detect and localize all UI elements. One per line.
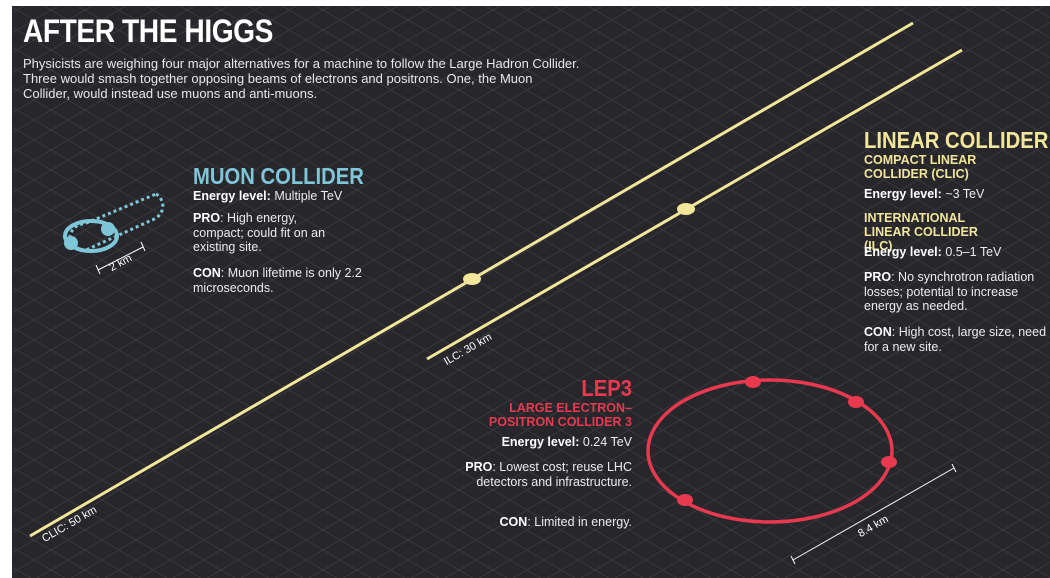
ilc-energy-label: Energy level:: [864, 245, 942, 259]
linear-con: CON: High cost, large size, need for a n…: [864, 325, 1048, 354]
muon-heading: MUON COLLIDER: [193, 163, 364, 189]
linear-heading: LINEAR COLLIDER: [864, 127, 1049, 153]
lep3-energy-value: 0.24 TeV: [582, 435, 632, 449]
linear-pro-label: PRO: [864, 270, 892, 284]
muon-energy-value: Multiple TeV: [274, 189, 343, 203]
muon-scale-bar: [95, 241, 146, 275]
ilc-name: INTERNATIONAL LINEAR COLLIDER (ILC): [864, 211, 978, 253]
ilc-energy: Energy level: 0.5–1 TeV: [864, 245, 1034, 260]
lep3-energy-label: Energy level:: [501, 435, 580, 449]
clic-detector-dot: [463, 273, 481, 285]
ilc-energy-value: 0.5–1 TeV: [945, 245, 1002, 259]
muon-con-text: : Muon lifetime is only 2.2 microseconds…: [193, 266, 362, 295]
lep3-scale-bar: [790, 463, 957, 565]
muon-pro-text: : High energy, compact; could fit on an …: [193, 211, 326, 254]
intro-text: Physicists are weighing four major alter…: [23, 56, 580, 101]
linear-con-text: : High cost, large size, need for a new …: [864, 325, 1047, 354]
muon-pro: PRO: High energy, compact; could fit on …: [193, 211, 333, 255]
muon-pro-label: PRO: [193, 211, 221, 225]
lep3-pro-label: PRO: [465, 460, 493, 474]
muon-con-label: CON: [193, 266, 221, 280]
linear-pro: PRO: No synchrotron radiation losses; po…: [864, 270, 1048, 314]
lep3-con-text: : Limited in energy.: [527, 515, 632, 529]
page-title: AFTER THE HIGGS: [23, 13, 273, 49]
muon-con: CON: Muon lifetime is only 2.2 microseco…: [193, 266, 363, 295]
ilc-beamline: [426, 48, 963, 361]
lep3-heading: LEP3: [581, 375, 632, 401]
lep3-con: CON: Limited in energy.: [462, 515, 632, 530]
lep3-pro-text: : Lowest cost; reuse LHC detectors and i…: [476, 460, 632, 489]
lep3-name: LARGE ELECTRON– POSITRON COLLIDER 3: [488, 401, 632, 429]
clic-energy-label: Energy level:: [864, 187, 942, 201]
clic-energy: Energy level: ~3 TeV: [864, 187, 1034, 202]
lep3-pro: PRO: Lowest cost; reuse LHC detectors an…: [462, 460, 632, 489]
muon-ring: [63, 192, 165, 253]
clic-name: COMPACT LINEAR COLLIDER (CLIC): [864, 153, 977, 181]
lep3-ring: [646, 376, 897, 524]
muon-energy: Energy level: Multiple TeV: [193, 189, 393, 204]
muon-energy-label: Energy level:: [193, 189, 271, 203]
lep3-con-label: CON: [499, 515, 528, 529]
clic-energy-value: ~3 TeV: [945, 187, 985, 201]
linear-pro-text: : No synchrotron radiation losses; poten…: [864, 270, 1035, 313]
linear-con-label: CON: [864, 325, 892, 339]
ilc-detector-dot: [677, 203, 695, 215]
lep3-energy: Energy level: 0.24 TeV: [442, 435, 632, 450]
